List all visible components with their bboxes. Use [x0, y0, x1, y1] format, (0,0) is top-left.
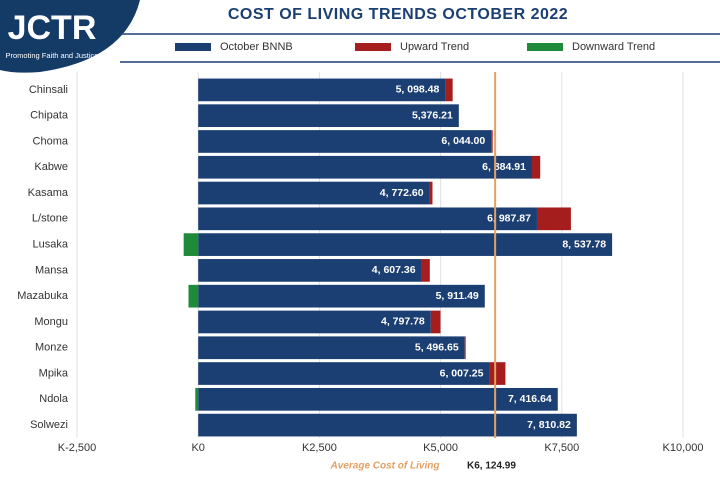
bar: [198, 259, 422, 282]
value-label: 6, 884.91: [482, 161, 526, 173]
category-label: Mansa: [35, 264, 69, 276]
upward-segment: [489, 362, 506, 385]
upward-segment: [429, 181, 433, 205]
legend-swatch: [355, 43, 391, 51]
upward-segment: [536, 207, 571, 231]
average-value: K6, 124.99: [467, 461, 516, 472]
bar: [198, 155, 532, 179]
category-label: Mpika: [39, 367, 69, 379]
x-tick-label: K7,500: [544, 442, 579, 454]
value-label: 4, 607.36: [372, 264, 416, 276]
category-label: Ndola: [39, 393, 69, 405]
x-tick-label: K-2,500: [58, 442, 97, 454]
bar: [198, 130, 492, 153]
value-label: 5,376.21: [412, 109, 453, 121]
bar: [198, 362, 490, 385]
x-tick-label: K5,000: [423, 442, 458, 454]
category-label: Choma: [33, 135, 69, 147]
bar: [198, 233, 613, 256]
value-label: 5, 098.48: [396, 84, 440, 96]
legend-swatch: [175, 43, 211, 51]
downward-segment: [195, 387, 199, 411]
value-label: 6, 044.00: [441, 135, 485, 147]
logo-tagline: Promoting Faith and Justice: [6, 51, 99, 60]
value-label: 7, 810.82: [527, 419, 571, 431]
category-label: Mongu: [34, 316, 68, 328]
category-label: Chinsali: [29, 84, 68, 96]
value-label: 5, 496.65: [415, 342, 459, 354]
bar: [198, 387, 558, 411]
legend-label: Downward Trend: [572, 41, 655, 53]
bar: [198, 207, 537, 231]
legend-swatch: [527, 43, 563, 51]
x-tick-label: K2,500: [302, 442, 337, 454]
category-label: Mazabuka: [17, 290, 69, 302]
upward-segment: [491, 130, 493, 153]
value-label: 5, 911.49: [436, 290, 479, 302]
logo-name: JCTR: [8, 9, 97, 47]
category-label: Kabwe: [34, 161, 68, 173]
bar: [198, 284, 485, 308]
value-label: 7, 416.64: [508, 393, 552, 405]
x-tick-label: K0: [191, 442, 204, 454]
chart-title: COST OF LIVING TRENDS OCTOBER 2022: [228, 6, 568, 23]
upward-segment: [531, 155, 541, 179]
category-label: Solwezi: [30, 419, 68, 431]
upward-segment: [430, 310, 441, 334]
logo-shape: [0, 0, 140, 73]
bar: [198, 104, 459, 128]
bar: [198, 78, 446, 102]
average-label: Average Cost of Living: [330, 461, 440, 472]
category-label: L/stone: [32, 213, 68, 225]
upward-segment: [421, 259, 430, 282]
bar: [198, 336, 465, 360]
bar: [198, 310, 431, 334]
legend-label: Upward Trend: [400, 41, 469, 53]
category-label: Kasama: [28, 187, 69, 199]
bar: [198, 181, 430, 205]
downward-segment: [183, 233, 199, 256]
value-label: 6, 987.87: [487, 213, 531, 225]
downward-segment: [188, 284, 199, 308]
value-label: 4, 772.60: [380, 187, 424, 199]
category-label: Lusaka: [33, 239, 69, 251]
legend-label: October BNNB: [220, 41, 293, 53]
category-label: Monze: [35, 342, 68, 354]
upward-segment: [445, 78, 453, 102]
value-label: 4, 797.78: [381, 316, 425, 328]
value-label: 6, 007.25: [440, 367, 484, 379]
value-label: 8, 537.78: [562, 238, 606, 250]
upward-segment: [464, 336, 466, 360]
x-tick-label: K10,000: [663, 442, 704, 454]
category-label: Chipata: [30, 110, 69, 122]
bar: [198, 413, 577, 437]
